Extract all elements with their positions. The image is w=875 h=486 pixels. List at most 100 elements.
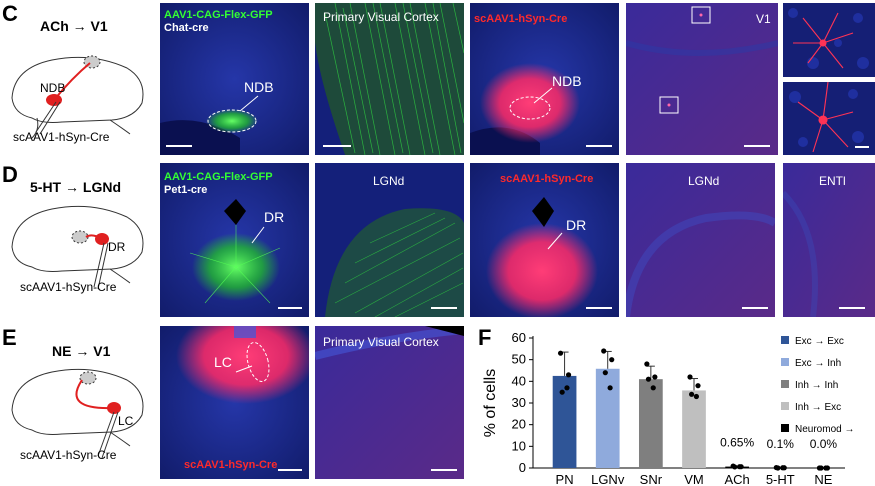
y-axis-label: % of cells <box>482 369 499 437</box>
schematic-virus-label-c: scAAV1-hSyn-Cre <box>13 130 110 144</box>
scale-bar <box>855 146 869 148</box>
caption-d5-area: ENTl <box>819 174 846 188</box>
panel-letter-e: E <box>2 325 17 350</box>
schematic-region-label-e: LC <box>118 414 134 428</box>
image-e-lc-cre: LC scAAV1-hSyn-Cre <box>160 326 309 479</box>
data-point <box>559 389 565 395</box>
value-label: 0.0% <box>810 437 838 451</box>
caption-d1-virus: AAV1-CAG-Flex-GFP <box>164 171 273 183</box>
legend-label: Inh → Exc <box>795 402 841 413</box>
image-c-v1-cre: V1 <box>626 3 778 155</box>
image-e-v1-cre: Primary Visual Cortex <box>315 326 464 479</box>
data-point <box>780 465 786 471</box>
caption-d1-line: Pet1-cre <box>164 184 208 196</box>
label-d3-region: DR <box>566 217 587 233</box>
scale-bar <box>166 145 192 147</box>
schematic-virus-label-e: scAAV1-hSyn-Cre <box>20 448 117 462</box>
data-point <box>601 348 607 354</box>
y-tick-label: 60 <box>512 330 526 345</box>
caption-d3-virus: scAAV1-hSyn-Cre <box>500 173 594 185</box>
scale-bar <box>839 307 865 309</box>
legend-label: Exc → Inh <box>795 358 841 369</box>
caption-c2-area: Primary Visual Cortex <box>323 10 439 24</box>
label-e1-region: LC <box>214 354 232 370</box>
label-c3-region: NDB <box>552 73 582 89</box>
brain-schematic-e <box>11 368 144 459</box>
scale-bar <box>431 469 457 471</box>
panel-letter-c: C <box>2 1 18 26</box>
legend-label: Neuromod → <box>795 424 854 435</box>
y-tick-label: 20 <box>512 417 526 432</box>
legend-swatch <box>781 358 789 366</box>
label-c1-region: NDB <box>244 79 274 95</box>
row-e-title: NE → V1 <box>52 343 111 359</box>
scale-bar <box>278 307 302 309</box>
y-tick-label: 10 <box>512 438 526 453</box>
data-point <box>564 385 570 391</box>
image-c-inset-top <box>783 3 875 77</box>
data-point <box>823 465 829 471</box>
image-d-dr-gfp: AAV1-CAG-Flex-GFP Pet1-cre DR <box>160 163 309 317</box>
legend-swatch <box>781 402 789 410</box>
data-point <box>695 383 701 389</box>
scale-bar <box>586 145 612 147</box>
schematic-region-label-c: NDB <box>40 81 66 95</box>
caption-c1-line: Chat-cre <box>164 22 209 34</box>
row-c-title: ACh → V1 <box>40 18 108 34</box>
data-point <box>732 464 738 470</box>
data-point <box>557 350 564 356</box>
image-c-ndb-cre: scAAV1-hSyn-Cre NDB <box>470 3 619 155</box>
image-c-ndb-gfp: AAV1-CAG-Flex-GFP Chat-cre NDB <box>160 3 309 155</box>
value-label: 0.65% <box>720 436 754 450</box>
x-tick-label: LGNv <box>591 472 625 486</box>
label-d1-region: DR <box>264 209 285 225</box>
image-d-lgnd-gfp: LGNd <box>315 163 464 317</box>
x-tick-label: VM <box>684 472 704 486</box>
data-point <box>693 393 699 400</box>
y-tick-label: 0 <box>519 460 526 475</box>
bar-LGNv <box>595 368 620 468</box>
image-d-lgnd-cre: LGNd <box>626 163 775 317</box>
legend-swatch <box>781 380 789 388</box>
legend-label: Inh → Inh <box>795 380 838 391</box>
image-c-inset-bottom <box>783 82 875 155</box>
value-label: 0.1% <box>767 437 795 451</box>
scale-bar <box>278 469 302 471</box>
data-point <box>775 465 781 471</box>
data-point <box>687 374 693 380</box>
schematic-virus-label-d: scAAV1-hSyn-Cre <box>20 280 117 294</box>
data-point <box>607 385 613 391</box>
bar-PN <box>552 375 577 468</box>
data-point <box>645 376 652 382</box>
data-point <box>818 465 824 471</box>
brain-schematic-d <box>11 205 144 290</box>
image-d-entl-cre: ENTl <box>783 163 875 317</box>
panel-letter-f: F <box>478 325 492 350</box>
brain-schematic-c <box>11 55 144 139</box>
panel-letter-d: D <box>2 162 18 187</box>
y-tick-label: 30 <box>512 395 526 410</box>
scale-bar <box>431 307 457 309</box>
scale-bar <box>586 307 612 309</box>
bar-SNr <box>638 379 663 468</box>
scale-bar <box>742 307 768 309</box>
caption-d2-area: LGNd <box>373 174 405 188</box>
caption-c4-area: V1 <box>756 12 771 26</box>
x-tick-label: NE <box>814 472 832 486</box>
schematic-region-label-d: DR <box>108 240 126 254</box>
data-point <box>689 391 695 397</box>
bar-chart: 0 10 20 30 40 50 60 % of cells PN LGNv SNr VM ACh 0.6… <box>482 330 854 486</box>
legend-swatch <box>781 336 789 344</box>
bar-VM <box>682 390 706 468</box>
caption-c3-virus: scAAV1-hSyn-Cre <box>474 13 568 25</box>
legend-swatch <box>781 424 789 432</box>
caption-e2-area: Primary Visual Cortex <box>323 335 439 349</box>
x-tick-label: ACh <box>724 472 749 486</box>
caption-c1-virus: AAV1-CAG-Flex-GFP <box>164 9 273 21</box>
data-point <box>652 374 658 380</box>
row-d-title: 5-HT → LGNd <box>30 179 121 195</box>
x-tick-label: SNr <box>640 472 663 486</box>
image-d-dr-cre: scAAV1-hSyn-Cre DR <box>470 163 619 317</box>
caption-d4-area: LGNd <box>688 174 720 188</box>
scale-bar <box>323 145 351 147</box>
